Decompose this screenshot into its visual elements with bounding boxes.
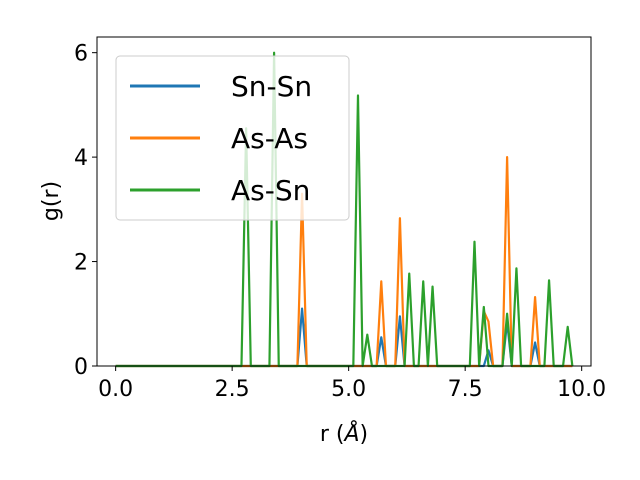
y-axis: 0 2 4 6 [74,42,97,380]
legend-label-as-sn: As-Sn [231,174,310,207]
legend-box [115,55,350,221]
legend-label-as-as: As-As [231,122,308,155]
legend-label-sn-sn: Sn-Sn [231,70,312,103]
axes-frame [96,36,592,367]
y-tick-label: 2 [74,251,88,276]
x-tick-label: 7.5 [448,377,483,402]
y-tick-label: 0 [74,355,88,380]
y-tick-label: 4 [74,146,88,171]
x-tick-label: 2.5 [215,377,250,402]
x-tick-label: 10.0 [557,377,606,402]
y-axis-label: g(r) [39,181,64,221]
y-tick-label: 6 [74,42,88,67]
x-tick-label: 5.0 [331,377,366,402]
x-axis: 0.0 2.5 5.0 7.5 10.0 [98,366,606,402]
x-axis-label: r (Å) [320,420,368,447]
x-axis-unit: Å [342,420,359,447]
legend: Sn-Sn As-As As-Sn [115,55,350,221]
x-tick-label: 0.0 [98,377,133,402]
